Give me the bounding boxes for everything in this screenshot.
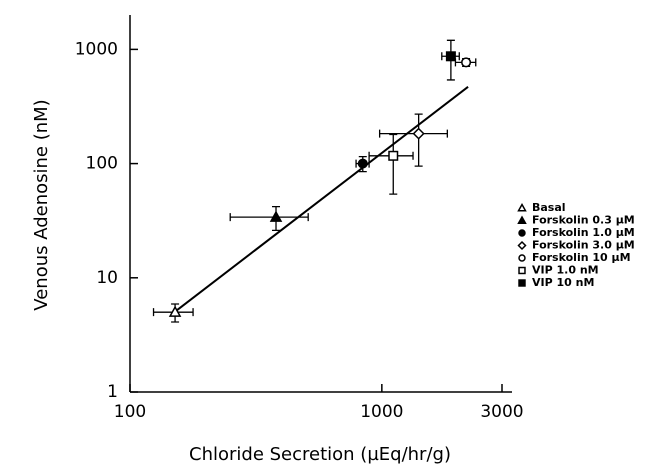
- y-tick-label: 1000: [75, 39, 118, 59]
- marker: [168, 305, 182, 317]
- y-tick-label: 1: [107, 382, 118, 402]
- x-tick-label: 3000: [480, 402, 523, 422]
- marker: [517, 240, 527, 251]
- fit-line: [173, 86, 469, 313]
- legend-label: Forskolin 3.0 µM: [532, 239, 635, 252]
- marker: [517, 202, 527, 212]
- legend-label: VIP 10 nM: [532, 276, 594, 289]
- legend-label: VIP 1.0 nM: [532, 264, 599, 277]
- legend-label: Forskolin 10 µM: [532, 251, 631, 264]
- marker: [445, 51, 456, 62]
- y-tick-label: 100: [86, 154, 118, 174]
- marker: [269, 210, 283, 222]
- x-axis-label: Chloride Secretion (µEq/hr/g): [189, 444, 451, 465]
- marker: [461, 57, 472, 68]
- y-tick-label: 10: [96, 268, 118, 288]
- x-tick-label: 100: [114, 402, 146, 422]
- marker: [357, 158, 368, 169]
- x-tick-label: 1000: [360, 402, 403, 422]
- legend-label: Forskolin 1.0 µM: [532, 226, 635, 239]
- legend-label: Basal: [532, 201, 566, 214]
- marker: [517, 215, 527, 225]
- y-axis-label: Venous Adenosine (nM): [31, 99, 52, 310]
- x-error-bar: [229, 213, 309, 222]
- marker: [518, 266, 526, 275]
- legend-label: Forskolin 0.3 µM: [532, 214, 635, 227]
- marker: [518, 279, 526, 287]
- marker: [388, 150, 399, 161]
- marker: [412, 127, 425, 140]
- marker: [518, 254, 526, 262]
- y-error-bar: [389, 133, 398, 195]
- y-error-bar: [414, 113, 423, 167]
- marker: [518, 229, 526, 237]
